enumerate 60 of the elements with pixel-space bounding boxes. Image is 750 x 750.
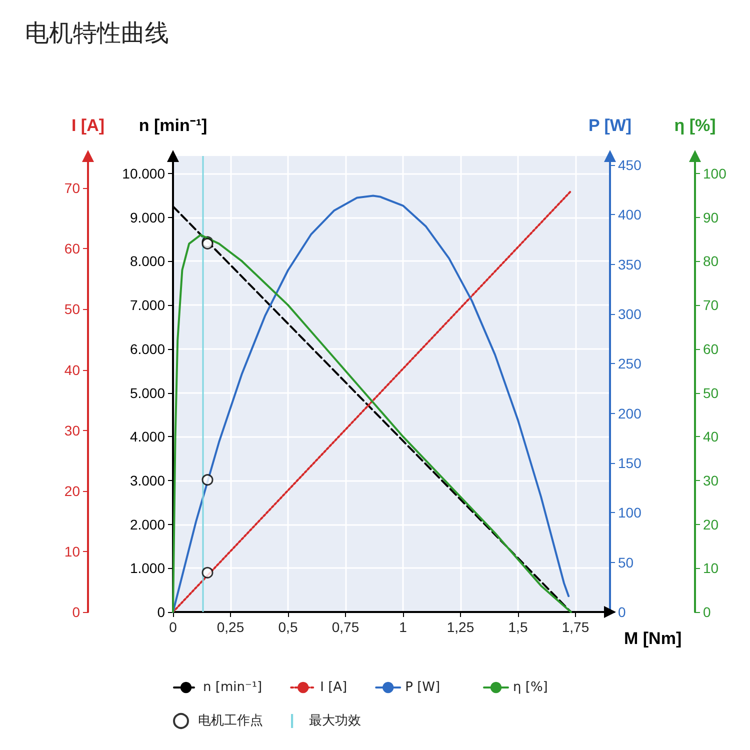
- chart-title: 电机特性曲线: [25, 19, 169, 47]
- y3-tick-label: 450: [618, 156, 642, 173]
- y2-tick-label: 30: [64, 422, 80, 438]
- legend-label: η [%]: [513, 680, 548, 695]
- y3-tick-label: 300: [618, 306, 642, 322]
- y-tick-label: 40: [703, 428, 719, 445]
- y-tick-label: 5.000: [130, 384, 166, 401]
- x-tick-label: 1,25: [446, 619, 474, 635]
- y-tick-label: 9.000: [130, 209, 166, 226]
- y3-tick-label: 50: [618, 554, 634, 570]
- legend-label: I [A]: [320, 680, 348, 695]
- y-tick-label: 1.000: [130, 560, 166, 576]
- y-tick-label: 10.000: [122, 166, 166, 182]
- y3-tick-label: 400: [618, 206, 642, 223]
- legend-label: 最大功效: [309, 714, 362, 728]
- y-tick-label: 0: [157, 604, 166, 620]
- y2-tick-label: 60: [64, 240, 80, 257]
- x-tick-label: 0: [169, 619, 178, 635]
- y-tick-label: 80: [703, 253, 719, 270]
- y-axis-title: η [%]: [674, 116, 716, 135]
- x-tick-label: 0,5: [278, 619, 298, 635]
- y3-tick-label: 100: [618, 504, 642, 521]
- x-tick-label: 1: [399, 619, 408, 635]
- y3-tick-label: 350: [618, 256, 642, 272]
- y-tick-label: 0: [703, 604, 711, 620]
- x-tick-label: 1,5: [508, 619, 528, 635]
- y2-axis-title: I [A]: [71, 116, 105, 135]
- y3-tick-label: 150: [618, 454, 642, 471]
- y-tick-label: 10: [703, 560, 719, 576]
- y-tick-label: 8.000: [130, 253, 166, 270]
- y-tick-label: 50: [703, 384, 719, 401]
- y2-tick-label: 0: [72, 604, 80, 620]
- y2-tick-label: 10: [64, 543, 80, 560]
- y-tick-label: 2.000: [130, 516, 166, 532]
- legend-label: n [min⁻¹]: [203, 680, 262, 695]
- y3-tick-label: 250: [618, 356, 642, 372]
- y2-tick-label: 40: [64, 362, 80, 378]
- y-axis-title: n [min⁻¹]: [138, 116, 208, 135]
- x-tick-label: 0,25: [216, 619, 244, 635]
- x-tick-label: 0,75: [332, 619, 360, 635]
- y-tick-label: 90: [703, 209, 719, 226]
- y-tick-label: 4.000: [130, 428, 166, 445]
- y3-tick-label: 200: [618, 405, 642, 422]
- y-tick-label: 3.000: [130, 472, 166, 488]
- y-tick-label: 70: [703, 297, 719, 314]
- y3-axis-title: P [W]: [588, 116, 632, 135]
- y-tick-label: 6.000: [130, 340, 166, 357]
- y3-tick-label: 0: [618, 604, 626, 620]
- legend-label: P [W]: [405, 680, 440, 695]
- y-tick-label: 60: [703, 340, 719, 357]
- y-tick-label: 30: [703, 472, 719, 488]
- y2-tick-label: 20: [64, 482, 80, 499]
- x-axis-title: M [Nm]: [624, 629, 682, 648]
- y2-tick-label: 70: [64, 180, 80, 196]
- y2-tick-label: 50: [64, 301, 80, 318]
- y-tick-label: 7.000: [130, 297, 166, 314]
- x-tick-label: 1,75: [562, 619, 590, 635]
- legend-label: 电机工作点: [198, 714, 263, 728]
- y-tick-label: 100: [703, 166, 727, 182]
- y-tick-label: 20: [703, 516, 719, 532]
